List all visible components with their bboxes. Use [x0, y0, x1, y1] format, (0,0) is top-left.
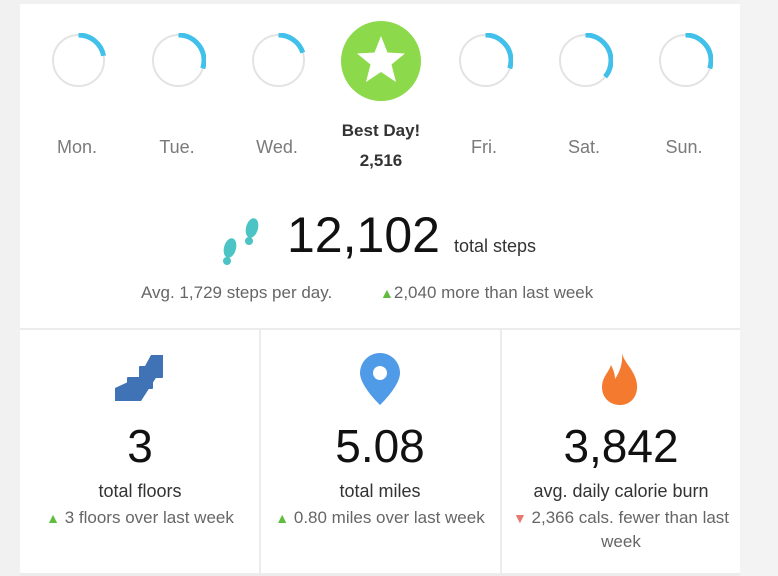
flame-icon: [602, 353, 638, 405]
stat-change: ▲ 3 floors over last week: [22, 506, 258, 530]
star-icon: [357, 36, 405, 82]
trend-down-icon: ▼: [512, 510, 527, 526]
total-steps-label: total steps: [454, 236, 537, 256]
top-background-strip: [0, 0, 778, 4]
stat-label: total floors: [98, 481, 182, 501]
total-steps-value: 12,102: [287, 207, 440, 263]
steps-weekly-change-text: 2,040 more than last week: [393, 283, 594, 302]
day-label: Sat.: [567, 137, 601, 157]
day-label: Tue.: [159, 137, 195, 157]
stairs-icon: [115, 355, 163, 401]
best-day-badge: [341, 21, 421, 101]
trend-up-icon: ▲: [380, 285, 394, 301]
column-divider: [259, 330, 261, 576]
day-progress-ring: [51, 33, 106, 88]
stat-change-text: 0.80 miles over last week: [293, 508, 485, 527]
stat-label: total miles: [339, 481, 421, 501]
stat-change-text: 3 floors over last week: [64, 508, 234, 527]
stat-change: ▲ 0.80 miles over last week: [262, 506, 498, 530]
day-progress-ring: [151, 33, 206, 88]
day-label: Sun.: [665, 137, 703, 157]
stat-value: 5.08: [335, 420, 425, 472]
best-day-steps: 2,516: [359, 151, 403, 170]
trend-up-icon: ▲: [46, 510, 60, 526]
right-background-strip: [740, 0, 778, 576]
steps-weekly-change: ▲2,040 more than last week: [380, 283, 593, 303]
day-label: Wed.: [256, 137, 298, 157]
day-progress-ring: [658, 33, 713, 88]
trend-up-icon: ▲: [275, 510, 290, 526]
stat-value: 3: [127, 420, 153, 472]
stat-label: avg. daily calorie burn: [533, 481, 709, 501]
day-progress-ring: [458, 33, 513, 88]
day-progress-ring: [558, 33, 613, 88]
average-steps: Avg. 1,729 steps per day.: [141, 283, 333, 302]
column-divider: [500, 330, 502, 576]
map-pin-icon: [360, 353, 400, 405]
stat-change-text: 2,366 cals. fewer than last week: [531, 508, 730, 551]
bottom-divider: [20, 573, 740, 576]
footprints-icon: [223, 218, 259, 265]
stat-change: ▼ 2,366 cals. fewer than last week: [503, 506, 739, 554]
day-label: Mon.: [56, 137, 98, 157]
section-divider: [20, 328, 740, 330]
day-label: Fri.: [471, 137, 497, 157]
best-day-title: Best Day!: [341, 121, 421, 140]
day-progress-ring: [251, 33, 306, 88]
stat-value: 3,842: [563, 420, 679, 472]
